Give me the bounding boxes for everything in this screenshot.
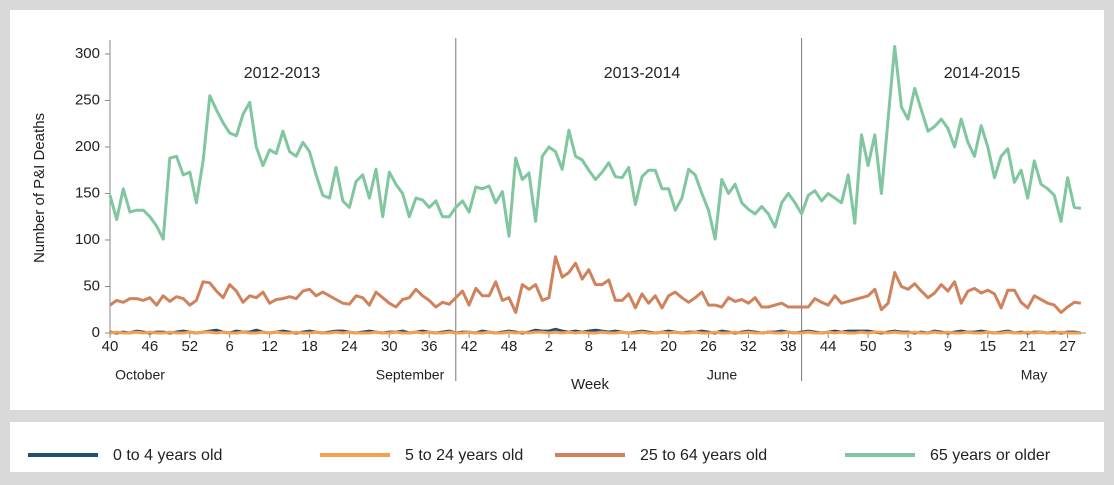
x-tick-label: 12 <box>261 338 278 355</box>
month-label: September <box>376 367 445 383</box>
legend-label: 0 to 4 years old <box>113 447 222 464</box>
season-label: 2012-2013 <box>244 65 321 82</box>
season-label: 2014-2015 <box>944 65 1021 82</box>
x-tick-label: 9 <box>944 338 952 355</box>
x-tick-label: 6 <box>226 338 234 355</box>
x-tick-label: 8 <box>585 338 593 355</box>
y-tick-label: 200 <box>75 138 100 155</box>
x-tick-label: 44 <box>820 338 837 355</box>
y-tick-label: 150 <box>75 184 100 201</box>
x-tick-label: 42 <box>461 338 478 355</box>
x-tick-label: 21 <box>1019 338 1036 355</box>
plot-panel <box>10 10 1104 410</box>
x-tick-label: 30 <box>381 338 398 355</box>
x-tick-label: 48 <box>501 338 518 355</box>
x-tick-label: 2 <box>545 338 553 355</box>
y-tick-label: 300 <box>75 45 100 62</box>
x-tick-label: 26 <box>700 338 717 355</box>
y-tick-label: 100 <box>75 231 100 248</box>
legend-label: 65 years or older <box>930 447 1051 464</box>
y-tick-label: 0 <box>92 324 100 341</box>
season-label: 2013-2014 <box>604 65 681 82</box>
series-line <box>109 255 1082 314</box>
x-tick-label: 14 <box>620 338 637 355</box>
y-tick-label: 50 <box>83 277 100 294</box>
series-line <box>108 45 1082 241</box>
x-tick-label: 52 <box>181 338 198 355</box>
x-tick-label: 46 <box>142 338 159 355</box>
x-tick-label: 3 <box>904 338 912 355</box>
x-tick-label: 20 <box>660 338 677 355</box>
x-tick-label: 18 <box>301 338 318 355</box>
x-tick-label: 27 <box>1059 338 1076 355</box>
y-tick-label: 250 <box>75 91 100 108</box>
month-label: October <box>115 367 165 383</box>
series-line <box>109 330 1081 335</box>
legend-label: 5 to 24 years old <box>405 447 523 464</box>
x-tick-label: 50 <box>860 338 877 355</box>
x-tick-label: 32 <box>740 338 757 355</box>
x-tick-label: 38 <box>780 338 797 355</box>
legend-label: 25 to 64 years old <box>640 447 767 464</box>
x-tick-label: 40 <box>102 338 119 355</box>
month-label: June <box>707 367 738 383</box>
legend-panel <box>10 422 1104 472</box>
y-axis-title: Number of P&I Deaths <box>31 113 48 263</box>
x-axis-title: Week <box>571 376 610 393</box>
x-tick-label: 15 <box>979 338 996 355</box>
x-tick-label: 36 <box>421 338 438 355</box>
x-tick-label: 24 <box>341 338 358 355</box>
month-label: May <box>1021 367 1047 383</box>
